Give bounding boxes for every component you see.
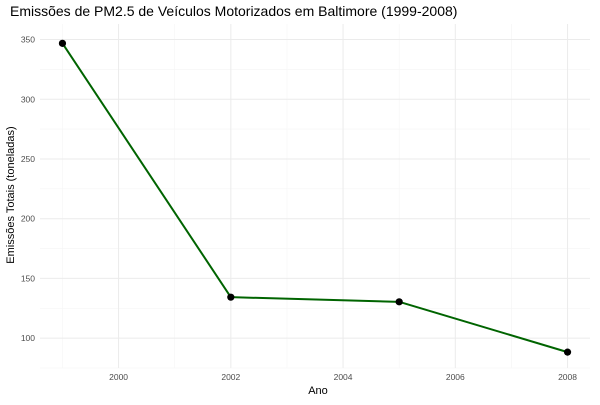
y-tick-label: 100 — [21, 333, 35, 343]
x-axis-label: Ano — [308, 385, 328, 397]
y-axis-label: Emissões Totais (toneladas) — [5, 126, 17, 263]
data-point — [58, 39, 67, 47]
x-tick-label: 2002 — [221, 372, 240, 382]
data-point — [395, 298, 403, 306]
y-tick-label: 250 — [21, 154, 35, 164]
y-tick-label: 300 — [21, 94, 35, 104]
chart-title: Emissões de PM2.5 de Veículos Motorizado… — [10, 3, 458, 19]
x-tick-label: 2004 — [334, 372, 353, 382]
x-tick-label: 2008 — [558, 372, 577, 382]
series-layer — [58, 39, 572, 356]
data-point — [227, 293, 235, 301]
y-tick-label: 150 — [21, 273, 35, 283]
x-tick-label: 2000 — [109, 372, 128, 382]
y-tick-label: 200 — [21, 214, 35, 224]
x-tick-label: 2006 — [446, 372, 465, 382]
y-tick-label: 350 — [21, 35, 35, 45]
grid-lines — [40, 24, 590, 369]
axis-tick-labels: 2000 2002 2004 2006 2008 100 150 200 250 300 350 — [21, 35, 577, 382]
data-point — [563, 348, 572, 356]
series-line — [61, 42, 569, 354]
